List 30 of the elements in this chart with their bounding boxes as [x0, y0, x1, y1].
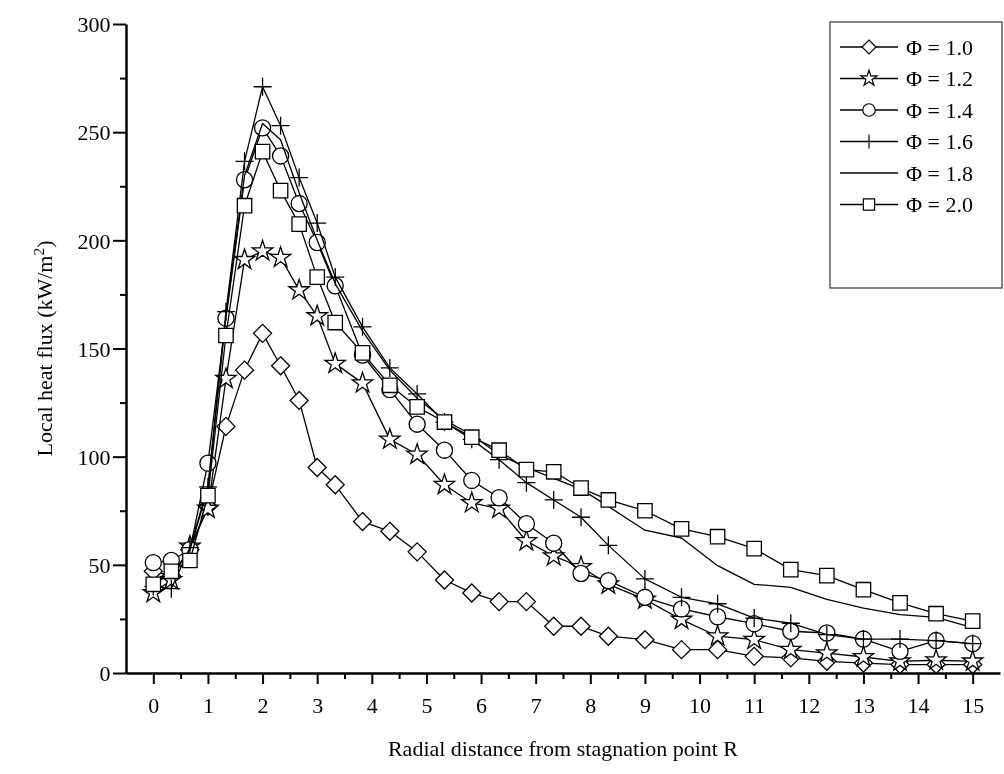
legend-label: Φ = 1.8	[906, 160, 973, 186]
y-tick-label: 200	[77, 228, 111, 254]
y-tick-label: 150	[77, 336, 111, 362]
y-tick-label: 250	[77, 120, 111, 146]
x-tick-label: 1	[202, 692, 214, 718]
x-tick-label: 14	[907, 692, 930, 718]
x-tick-label: 11	[744, 692, 766, 718]
x-tick-label: 5	[421, 692, 433, 718]
x-tick-label: 7	[530, 692, 542, 718]
legend-label: Φ = 2.0	[906, 192, 973, 218]
x-tick-label: 12	[798, 692, 821, 718]
x-tick-label: 13	[852, 692, 875, 718]
x-axis-title: Radial distance from stagnation point R	[387, 736, 739, 761]
x-tick-label: 3	[312, 692, 324, 718]
y-tick-label: 0	[99, 661, 111, 687]
x-tick-label: 15	[962, 692, 985, 718]
y-tick-label: 300	[77, 12, 111, 38]
x-tick-label: 2	[257, 692, 269, 718]
x-tick-label: 6	[476, 692, 488, 718]
legend-label: Φ = 1.0	[906, 34, 973, 60]
y-tick-label: 50	[88, 553, 111, 579]
legend-label: Φ = 1.4	[906, 97, 973, 123]
x-tick-label: 0	[148, 692, 160, 718]
x-tick-label: 8	[585, 692, 597, 718]
x-tick-label: 4	[366, 692, 378, 718]
y-tick-label: 100	[77, 444, 111, 470]
x-tick-label: 9	[639, 692, 651, 718]
x-tick-label: 10	[689, 692, 712, 718]
legend-label: Φ = 1.6	[906, 129, 973, 155]
legend-label: Φ = 1.2	[906, 66, 973, 92]
